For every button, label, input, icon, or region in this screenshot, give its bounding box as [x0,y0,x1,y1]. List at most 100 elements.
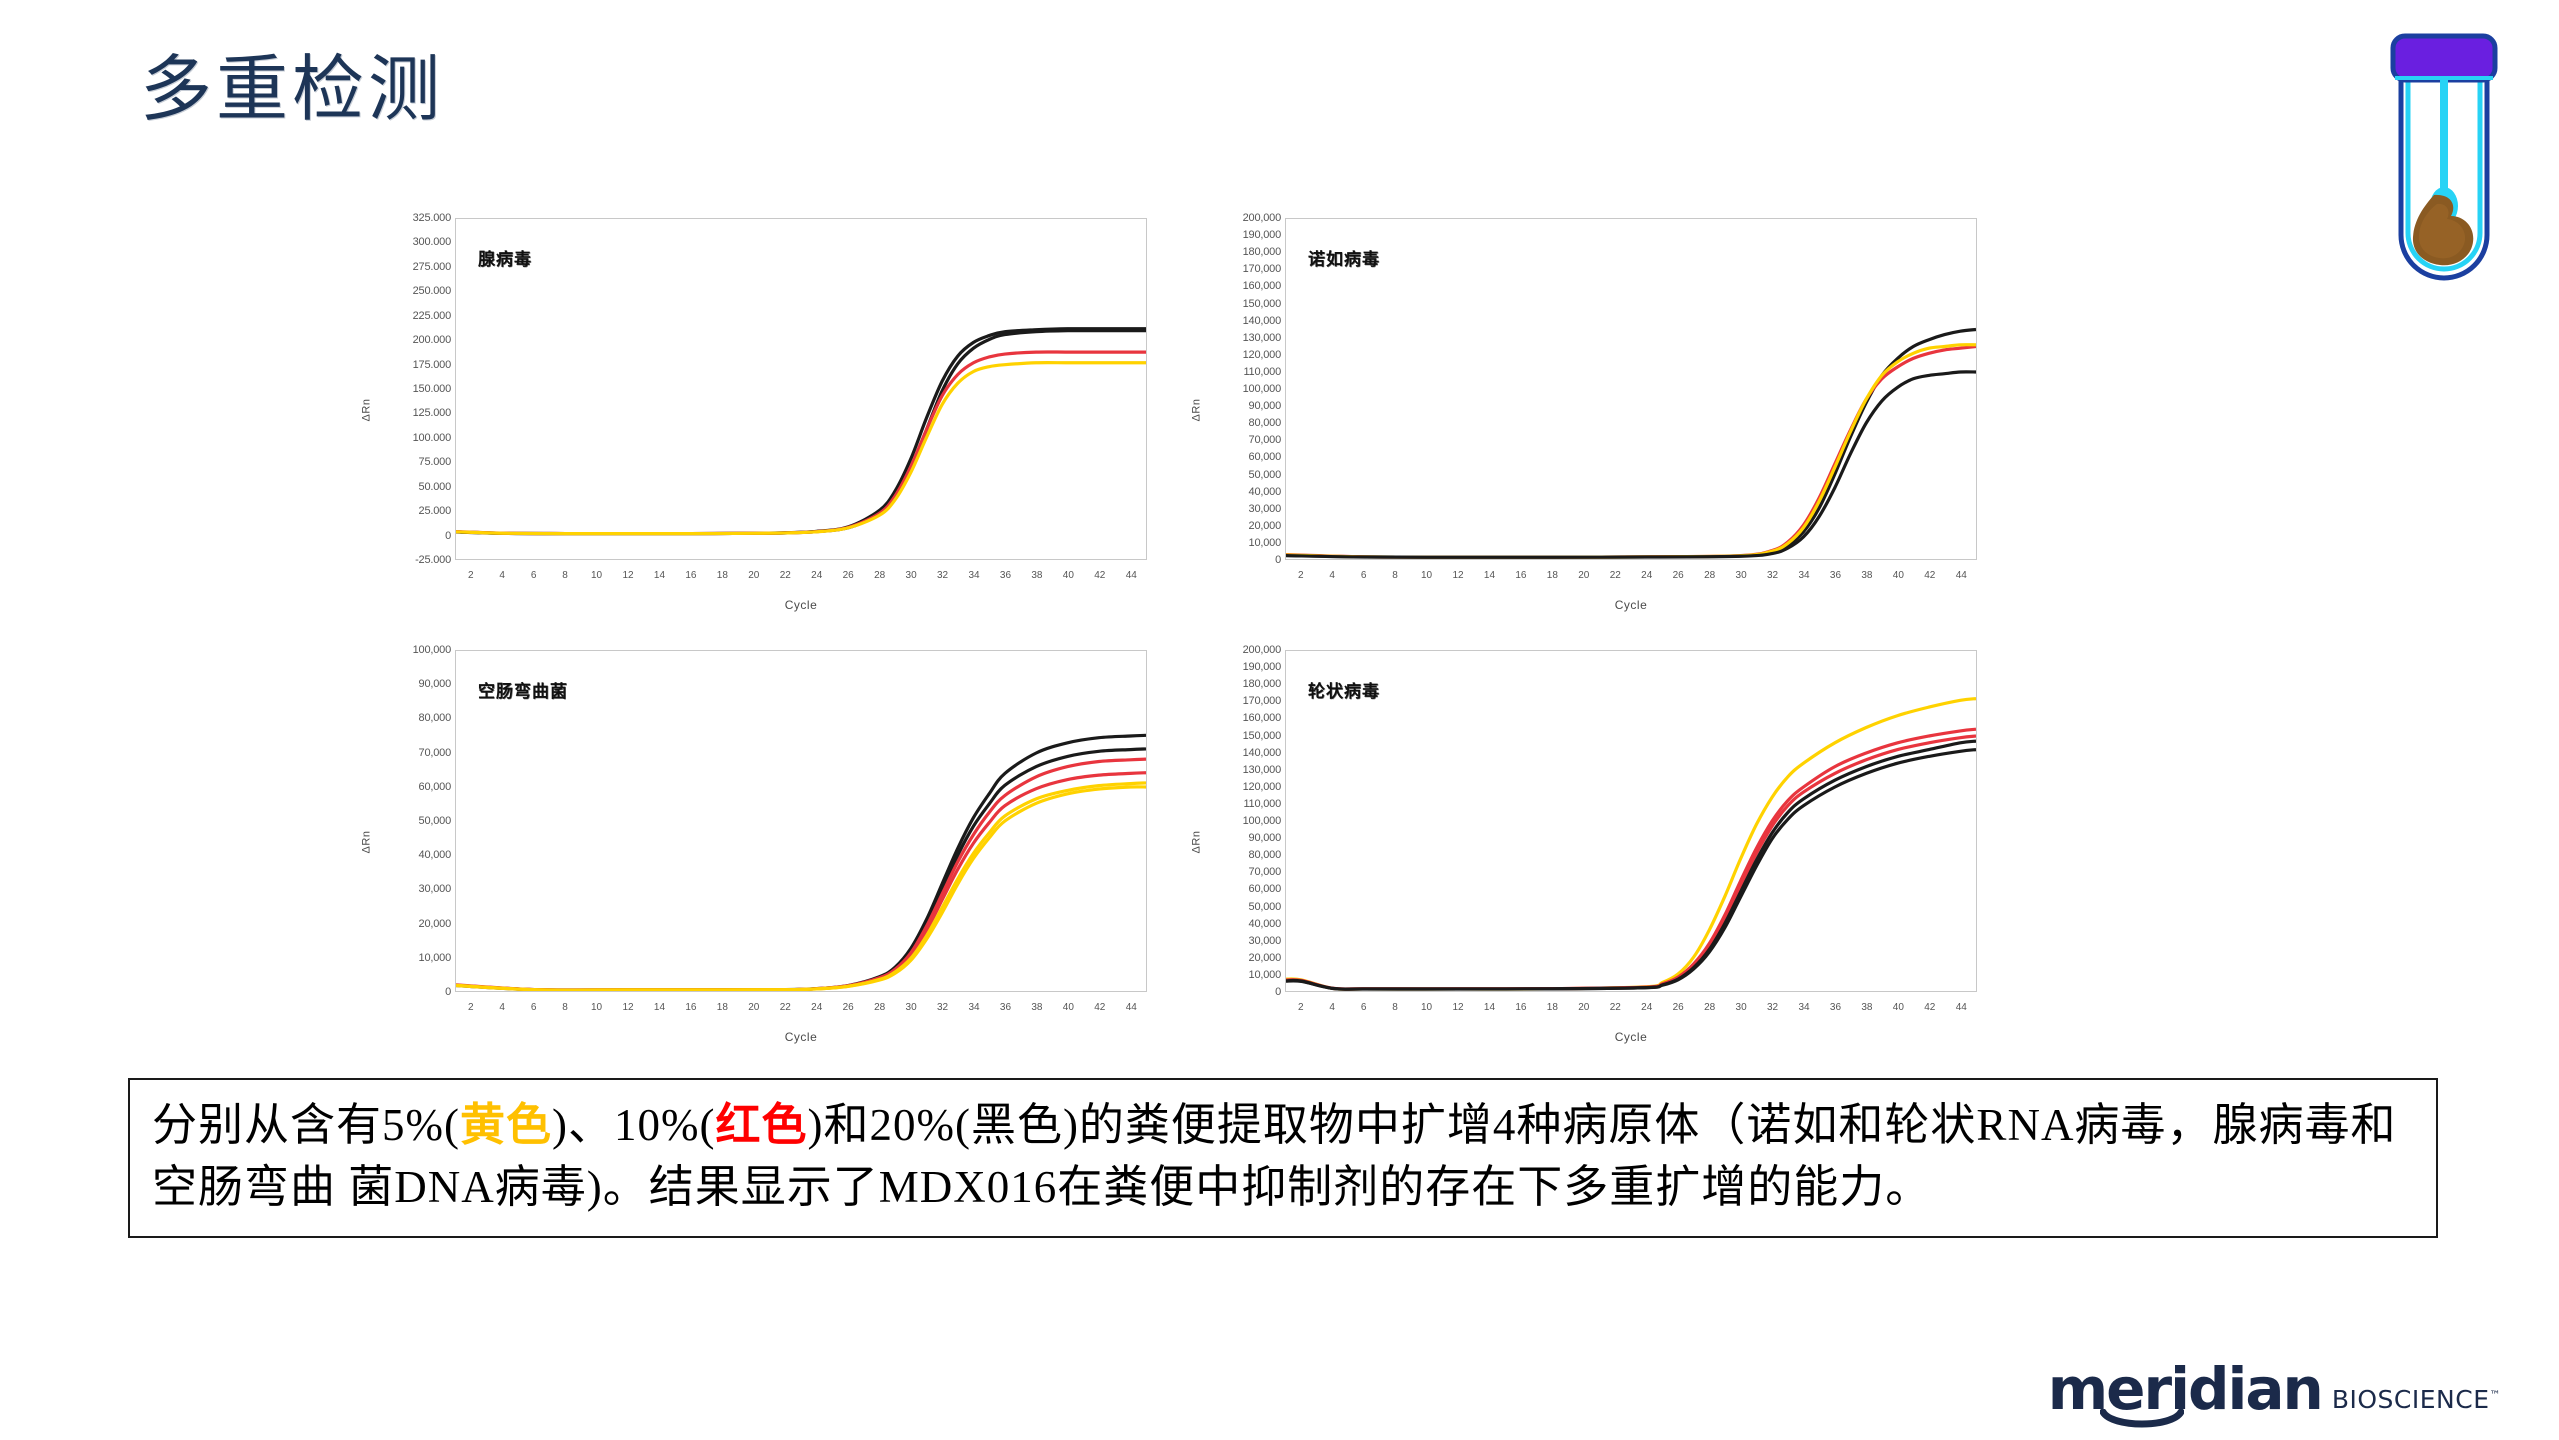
y-axis-tick: 20,000 [418,917,452,930]
meridian-bioscience-logo: meridian BIOSCIENCE™ [2048,1346,2501,1428]
x-axis-tick: 34 [1798,570,1810,581]
brand-subtitle: BIOSCIENCE™ [2332,1387,2501,1418]
y-axis-tick: 70,000 [1248,434,1282,447]
y-axis-tick: 25.000 [418,505,452,518]
y-axis-tick: 80,000 [1248,417,1282,430]
x-axis-tick: 16 [685,1002,697,1013]
amplification-curve [1286,330,1976,558]
y-axis-tick: 50,000 [1248,468,1282,481]
y-axis-tick: 110,000 [1243,365,1281,378]
x-axis-tick: 8 [562,570,568,581]
x-axis-tick: 16 [685,570,697,581]
y-axis-tick: 30,000 [418,883,452,896]
y-axis-tick: 100.000 [412,431,452,444]
caption-segment-1: 黄色 [459,1100,552,1150]
x-axis-label: Cycle [784,1030,818,1044]
x-axis-tick: 38 [1861,1002,1873,1013]
amplification-curve [1286,736,1976,989]
x-axis-tick: 16 [1515,570,1527,581]
y-axis-tick: 130,000 [1242,331,1282,344]
y-axis-tick: 160,000 [1242,280,1282,293]
y-axis-tick: 60,000 [1248,883,1282,896]
y-axis-tick: 250.000 [412,285,452,298]
y-axis-tick: 225.000 [412,309,452,322]
x-axis-tick: 4 [1329,1002,1335,1013]
x-axis-tick: 22 [779,570,791,581]
y-axis-tick: 130,000 [1242,763,1282,776]
x-axis-tick: 10 [1420,570,1433,581]
x-axis-ticks: 2 4 6 8 10 12 14 16 18 20 22 24 26 28 30 32 34 36 38 40 42 44 [455,570,1147,586]
amplification-curve [456,329,1146,534]
caption-segment-3: 红色 [715,1100,808,1150]
x-axis-tick: 28 [1704,1002,1716,1013]
caption-segment-2: )、10%( [552,1100,716,1150]
x-axis-tick: 8 [1392,570,1398,581]
y-axis-tick: 100,000 [1242,815,1282,827]
x-axis-tick: 20 [748,570,760,581]
x-axis-tick: 40 [1892,1002,1904,1013]
page-title: 多重检测 [140,50,445,130]
amplification-curve [1286,347,1976,558]
y-axis-tick: 150,000 [1242,297,1282,310]
y-axis-tick: 0 [445,986,451,998]
y-axis-label: ΔRn [1190,398,1203,422]
amplification-curve [456,773,1146,990]
y-axis-tick: 60,000 [418,780,452,793]
y-axis-tick: 140,000 [1242,746,1282,759]
x-axis-tick: 22 [779,1002,791,1013]
y-axis-tick: 0 [445,529,451,542]
amplification-curve [456,783,1146,990]
y-axis-tick: 90,000 [418,678,452,691]
chart-panel-adenovirus: ΔRn 325.000 300.000 275.000 250.000 225.000 2… [355,200,1155,620]
x-axis-tick: 6 [530,570,537,581]
x-axis-tick: 16 [1515,1002,1527,1013]
x-axis-tick: 18 [1546,1002,1558,1013]
y-axis-tick: 80,000 [418,712,452,725]
x-axis-tick: 38 [1031,1002,1043,1013]
x-axis-tick: 26 [1672,1002,1684,1013]
brand-wordmark-text: meridian [2048,1360,2324,1428]
y-axis-tick: 100,000 [1242,383,1282,395]
x-axis-tick: 36 [999,570,1012,581]
caption-text: 分别从含有5%(黄色)、10%(红色)和20%(黑色)的粪便提取物中扩增4种病原… [152,1094,2416,1218]
y-axis-tick: 200.000 [412,334,452,347]
chart-grid: ΔRn 325.000 300.000 275.000 250.000 225.000 2… [355,200,2015,1060]
y-axis-label: ΔRn [360,830,373,854]
y-axis-tick: 10,000 [1248,536,1282,549]
x-axis-tick: 20 [1578,1002,1590,1013]
x-axis-tick: 34 [968,1002,980,1013]
y-axis-tick: 170,000 [1242,263,1282,276]
x-axis-tick: 42 [1924,1002,1936,1013]
y-axis-tick: 150,000 [1242,729,1282,742]
brand-subtitle-label: BIOSCIENCE [2331,1385,2490,1414]
x-axis-tick: 42 [1924,570,1936,581]
y-axis-tick: 160,000 [1242,712,1282,725]
x-axis-tick: 24 [811,1002,823,1013]
x-axis-tick: 24 [811,570,823,581]
y-axis-tick: 170,000 [1242,695,1282,708]
x-axis-tick: 8 [562,1002,568,1013]
x-axis-tick: 14 [1483,1002,1496,1013]
x-axis-tick: 10 [590,570,603,581]
amplification-curve [1286,345,1976,558]
y-axis-label: ΔRn [360,398,373,422]
y-axis-tick: 190,000 [1242,229,1282,242]
y-axis-tick: 90,000 [1248,400,1282,413]
y-axis-ticks: 100,000 90,000 80,000 70,000 60,000 50,000 40,… [373,644,452,998]
x-axis-tick: 44 [1955,570,1967,581]
y-axis-tick: 175.000 [412,358,452,371]
x-axis-tick: 30 [1735,570,1747,581]
x-axis-tick: 22 [1609,570,1621,581]
y-axis-tick: 80,000 [1248,849,1282,862]
x-axis-tick: 42 [1094,570,1106,581]
x-axis-tick: 2 [1297,1002,1304,1013]
x-axis-ticks: 2 4 6 8 10 12 14 16 18 20 22 24 26 28 30 32 34 36 38 40 42 44 [1285,570,1977,586]
y-axis-tick: 325.000 [412,212,452,224]
chart-title: 诺如病毒 [1308,250,1380,269]
amplification-curve [1286,741,1976,989]
x-axis-tick: 2 [467,570,474,581]
y-axis-tick: -25.000 [415,554,451,566]
x-axis-tick: 6 [1360,570,1367,581]
y-axis-tick: 200,000 [1242,644,1282,656]
x-axis-tick: 26 [1672,570,1684,581]
